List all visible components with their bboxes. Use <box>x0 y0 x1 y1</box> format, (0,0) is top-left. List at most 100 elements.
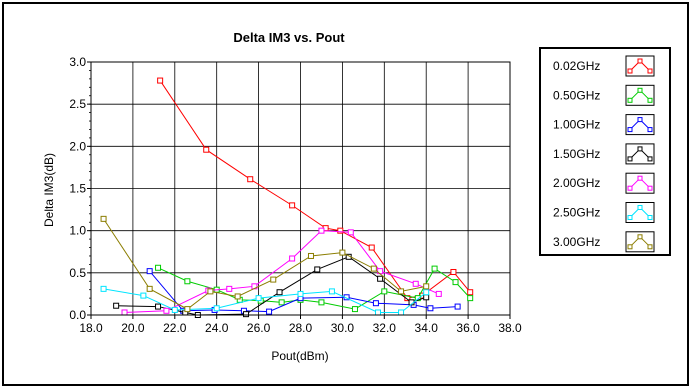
y-tick-label: 1.5 <box>69 182 86 196</box>
y-tick-label: 0.5 <box>69 266 86 280</box>
legend-swatch <box>625 114 655 136</box>
data-point <box>370 265 377 272</box>
legend-label: 0.02GHz <box>553 59 600 73</box>
ticks: 18.0 20.0 22.0 24.0 26.0 28.0 30.0 32.0 34.0 36.0… <box>69 55 522 335</box>
data-point <box>113 302 120 309</box>
x-tick-label: 28.0 <box>289 321 313 335</box>
legend-swatch-marker <box>627 97 633 103</box>
y-tick-label: 2.5 <box>69 97 86 111</box>
series-line <box>103 288 427 313</box>
legend-swatch-marker <box>637 146 643 152</box>
x-tick-label: 34.0 <box>415 321 439 335</box>
legend-swatch <box>625 84 655 106</box>
data-point <box>146 285 153 292</box>
data-point <box>412 280 419 287</box>
legend-swatch-marker <box>637 87 643 93</box>
data-point <box>234 293 241 300</box>
legend-label: 1.00GHz <box>553 118 600 132</box>
data-point <box>100 285 107 292</box>
series-2.00GHz <box>121 227 442 316</box>
legend-label: 2.50GHz <box>553 206 600 220</box>
data-point <box>314 266 321 273</box>
legend-swatch-marker <box>637 117 643 123</box>
y-tick-label: 2.0 <box>69 139 86 153</box>
legend-swatch <box>625 55 655 77</box>
data-point <box>155 303 162 310</box>
y-tick-label: 0.0 <box>69 308 86 322</box>
y-tick-label: 1.0 <box>69 224 86 238</box>
x-tick-label: 22.0 <box>163 321 187 335</box>
data-point <box>427 305 434 312</box>
legend: 0.02GHz 0.50GHz 1.00GHz 1.50GHz 2.00GHz 2.50G… <box>539 47 671 256</box>
data-point <box>467 295 474 302</box>
legend-swatch <box>625 202 655 223</box>
data-point <box>146 268 153 275</box>
x-tick-label: 20.0 <box>121 321 145 335</box>
legend-swatch-marker <box>627 68 633 74</box>
series-0.02GHz <box>157 77 474 302</box>
data-point <box>184 306 191 313</box>
legend-swatch-marker <box>627 185 633 191</box>
legend-label: 1.50GHz <box>553 147 600 161</box>
data-point <box>318 227 325 234</box>
legend-swatch-marker <box>627 215 633 220</box>
data-point <box>157 77 164 84</box>
data-point <box>140 292 147 299</box>
data-point <box>398 288 405 295</box>
legend-swatch-marker <box>627 244 633 250</box>
data-point <box>297 290 304 297</box>
data-point <box>450 268 457 275</box>
x-tick-label: 26.0 <box>247 321 271 335</box>
legend-swatch-marker <box>627 156 633 162</box>
data-point <box>328 288 335 295</box>
data-point <box>454 303 461 310</box>
chart-frame <box>2 2 689 386</box>
data-point <box>276 289 283 296</box>
legend-swatch <box>625 143 655 165</box>
data-point <box>155 264 162 271</box>
data-point <box>423 294 430 301</box>
data-point <box>289 255 296 262</box>
data-point <box>289 202 296 209</box>
legend-swatch-marker <box>647 244 653 250</box>
data-point <box>270 276 277 283</box>
data-point <box>339 249 346 256</box>
data-point <box>163 307 170 314</box>
data-point <box>266 308 273 315</box>
data-point <box>318 299 325 306</box>
data-point <box>207 288 214 295</box>
legend-swatch <box>625 231 655 253</box>
data-point <box>375 309 382 316</box>
data-point <box>337 227 344 234</box>
legend-swatch-marker <box>647 156 653 162</box>
legend-label: 0.50GHz <box>553 88 600 102</box>
y-axis-label: Delta IM3(dB) <box>42 153 56 227</box>
x-tick-label: 38.0 <box>498 321 522 335</box>
data-point <box>368 244 375 251</box>
legend-swatch-marker <box>637 175 643 181</box>
series-1.50GHz <box>113 253 430 318</box>
legend-swatch-marker <box>637 58 643 64</box>
data-point <box>247 176 254 183</box>
data-point <box>377 275 384 282</box>
data-point <box>213 305 220 312</box>
legend-swatch-marker <box>637 205 643 210</box>
legend-label: 2.00GHz <box>553 176 600 190</box>
y-tick-label: 3.0 <box>69 55 86 69</box>
data-point <box>423 289 430 296</box>
data-point <box>278 299 285 306</box>
data-point <box>381 288 388 295</box>
series-layer <box>100 77 474 318</box>
data-point <box>100 215 107 222</box>
legend-swatch-marker <box>647 215 653 220</box>
legend-swatch-marker <box>647 127 653 133</box>
x-tick-label: 36.0 <box>456 321 480 335</box>
data-point <box>243 311 250 318</box>
data-point <box>435 290 442 297</box>
data-point <box>226 285 233 292</box>
legend-label: 3.00GHz <box>553 235 600 249</box>
data-point <box>423 283 430 290</box>
chart-title: Delta IM3 vs. Pout <box>233 30 345 45</box>
data-point <box>452 279 459 286</box>
